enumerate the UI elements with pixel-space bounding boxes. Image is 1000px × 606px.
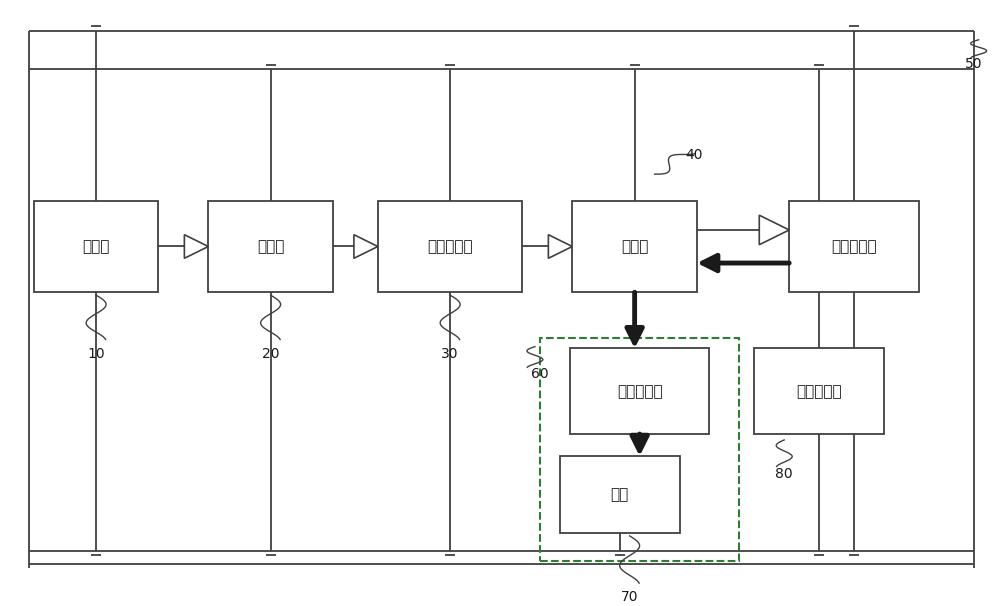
- Text: 10: 10: [87, 347, 105, 361]
- Text: 50: 50: [965, 58, 982, 72]
- FancyBboxPatch shape: [754, 348, 884, 434]
- Text: 整车控制器: 整车控制器: [796, 384, 842, 399]
- Polygon shape: [354, 235, 378, 258]
- Text: 电机: 电机: [611, 487, 629, 502]
- Polygon shape: [759, 215, 789, 245]
- Text: 动力电池组: 动力电池组: [831, 239, 877, 254]
- Polygon shape: [184, 235, 208, 258]
- Text: 80: 80: [775, 467, 793, 481]
- Text: 电机控制器: 电机控制器: [617, 384, 662, 399]
- Text: 60: 60: [531, 367, 549, 381]
- Polygon shape: [548, 235, 572, 258]
- Text: 20: 20: [262, 347, 279, 361]
- Text: 30: 30: [441, 347, 459, 361]
- Text: 充电桩: 充电桩: [82, 239, 110, 254]
- FancyBboxPatch shape: [34, 201, 158, 292]
- Text: 高压箱: 高压箱: [621, 239, 648, 254]
- FancyBboxPatch shape: [560, 456, 680, 533]
- Text: 车载充电机: 车载充电机: [427, 239, 473, 254]
- FancyBboxPatch shape: [208, 201, 333, 292]
- FancyBboxPatch shape: [789, 201, 919, 292]
- Text: 充电枪: 充电枪: [257, 239, 284, 254]
- FancyBboxPatch shape: [572, 201, 697, 292]
- Text: 40: 40: [686, 148, 703, 162]
- Text: 70: 70: [621, 590, 638, 604]
- FancyBboxPatch shape: [378, 201, 522, 292]
- FancyBboxPatch shape: [570, 348, 709, 434]
